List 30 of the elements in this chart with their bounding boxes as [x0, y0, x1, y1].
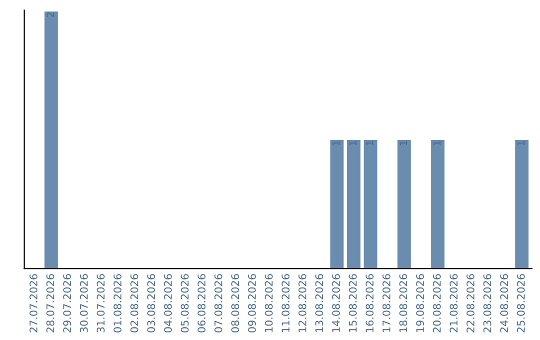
x-tick-label: 14.08.2026: [332, 274, 340, 332]
x-tick-label: 28.07.2026: [46, 274, 54, 332]
x-tick-label: 19.08.2026: [416, 274, 424, 332]
x-tick-label: 15.08.2026: [348, 274, 357, 332]
x-tick-label: 24.08.2026: [500, 274, 508, 332]
x-tick-label: 23.08.2026: [483, 274, 492, 332]
x-tick-label: 10.08.2026: [264, 274, 273, 332]
x-tick-label: 09.08.2026: [248, 274, 256, 332]
x-tick-label: 17.08.2026: [382, 274, 390, 332]
x-tick-label: 01.08.2026: [114, 274, 122, 332]
x-tick-label: 05.08.2026: [180, 274, 189, 332]
x-tick-label: 03.08.2026: [147, 274, 156, 332]
x-tick-label: 30.07.2026: [80, 274, 88, 332]
x-tick-label: 21.08.2026: [450, 274, 458, 332]
x-tick-label: 18.08.2026: [399, 274, 408, 332]
x-tick-label: 08.08.2026: [231, 274, 240, 332]
x-tick-label: 20.08.2026: [432, 274, 441, 332]
x-tick-label: 22.08.2026: [466, 274, 474, 332]
x-tick-label: 13.08.2026: [315, 274, 324, 332]
x-tick-label: 12.08.2026: [298, 274, 306, 332]
x-tick-label: 29.07.2026: [63, 274, 72, 332]
x-tick-label: 06.08.2026: [198, 274, 206, 332]
x-tick-label: 02.08.2026: [130, 274, 138, 332]
x-tick-label: 27.07.2026: [30, 274, 38, 332]
x-tick-label: 16.08.2026: [366, 274, 374, 332]
x-tick-label: 11.08.2026: [282, 274, 290, 332]
x-tick-label: 04.08.2026: [164, 274, 172, 332]
x-tick-label: 25.08.2026: [516, 274, 525, 332]
x-tick-label: 31.07.2026: [96, 274, 105, 332]
x-tick-label: 07.08.2026: [214, 274, 222, 332]
